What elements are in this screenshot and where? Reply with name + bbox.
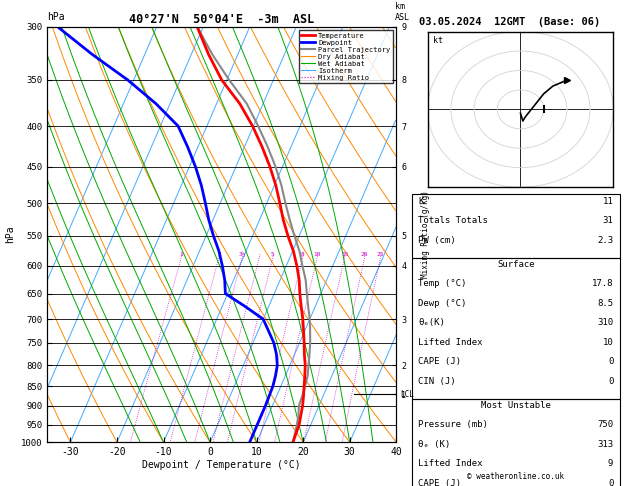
Text: Dewp (°C): Dewp (°C)	[418, 299, 467, 308]
Text: 0: 0	[608, 357, 613, 366]
Text: 9: 9	[608, 459, 613, 469]
Text: 2: 2	[217, 252, 221, 257]
Text: 8.5: 8.5	[597, 299, 613, 308]
Text: 15: 15	[341, 252, 348, 257]
Text: 0: 0	[608, 479, 613, 486]
Text: Pressure (mb): Pressure (mb)	[418, 420, 488, 430]
Text: 313: 313	[597, 440, 613, 449]
Text: 10: 10	[313, 252, 321, 257]
Text: Lifted Index: Lifted Index	[418, 459, 483, 469]
Text: 750: 750	[597, 420, 613, 430]
Legend: Temperature, Dewpoint, Parcel Trajectory, Dry Adiabat, Wet Adiabat, Isotherm, Mi: Temperature, Dewpoint, Parcel Trajectory…	[299, 30, 392, 83]
Text: 25: 25	[377, 252, 384, 257]
Text: θₑ (K): θₑ (K)	[418, 440, 450, 449]
Text: 8: 8	[301, 252, 304, 257]
Text: LCL: LCL	[400, 390, 414, 399]
X-axis label: Dewpoint / Temperature (°C): Dewpoint / Temperature (°C)	[142, 460, 301, 470]
Text: 310: 310	[597, 318, 613, 328]
Text: PW (cm): PW (cm)	[418, 236, 456, 245]
Text: hPa: hPa	[47, 12, 65, 22]
Text: Totals Totals: Totals Totals	[418, 216, 488, 226]
Text: 5: 5	[271, 252, 275, 257]
Text: 17.8: 17.8	[592, 279, 613, 289]
Text: K: K	[418, 197, 424, 206]
Text: Temp (°C): Temp (°C)	[418, 279, 467, 289]
Text: Surface: Surface	[497, 260, 535, 269]
Y-axis label: hPa: hPa	[5, 226, 15, 243]
Text: 1: 1	[179, 252, 183, 257]
Text: Most Unstable: Most Unstable	[481, 401, 551, 410]
Text: CAPE (J): CAPE (J)	[418, 479, 461, 486]
Text: CIN (J): CIN (J)	[418, 377, 456, 386]
Text: θₑ(K): θₑ(K)	[418, 318, 445, 328]
Text: Lifted Index: Lifted Index	[418, 338, 483, 347]
Text: 20: 20	[361, 252, 369, 257]
Text: 03.05.2024  12GMT  (Base: 06): 03.05.2024 12GMT (Base: 06)	[419, 17, 600, 27]
Text: 10: 10	[603, 338, 613, 347]
Text: 0: 0	[608, 377, 613, 386]
Text: © weatheronline.co.uk: © weatheronline.co.uk	[467, 472, 564, 481]
Title: 40°27'N  50°04'E  -3m  ASL: 40°27'N 50°04'E -3m ASL	[129, 13, 314, 26]
Text: Mixing Ratio (g/kg): Mixing Ratio (g/kg)	[421, 191, 430, 278]
Text: 11: 11	[603, 197, 613, 206]
Text: km
ASL: km ASL	[395, 2, 410, 22]
Text: 31: 31	[603, 216, 613, 226]
Text: kt: kt	[433, 36, 443, 45]
Text: 2.3: 2.3	[597, 236, 613, 245]
Text: CAPE (J): CAPE (J)	[418, 357, 461, 366]
Text: 3½: 3½	[238, 252, 246, 257]
